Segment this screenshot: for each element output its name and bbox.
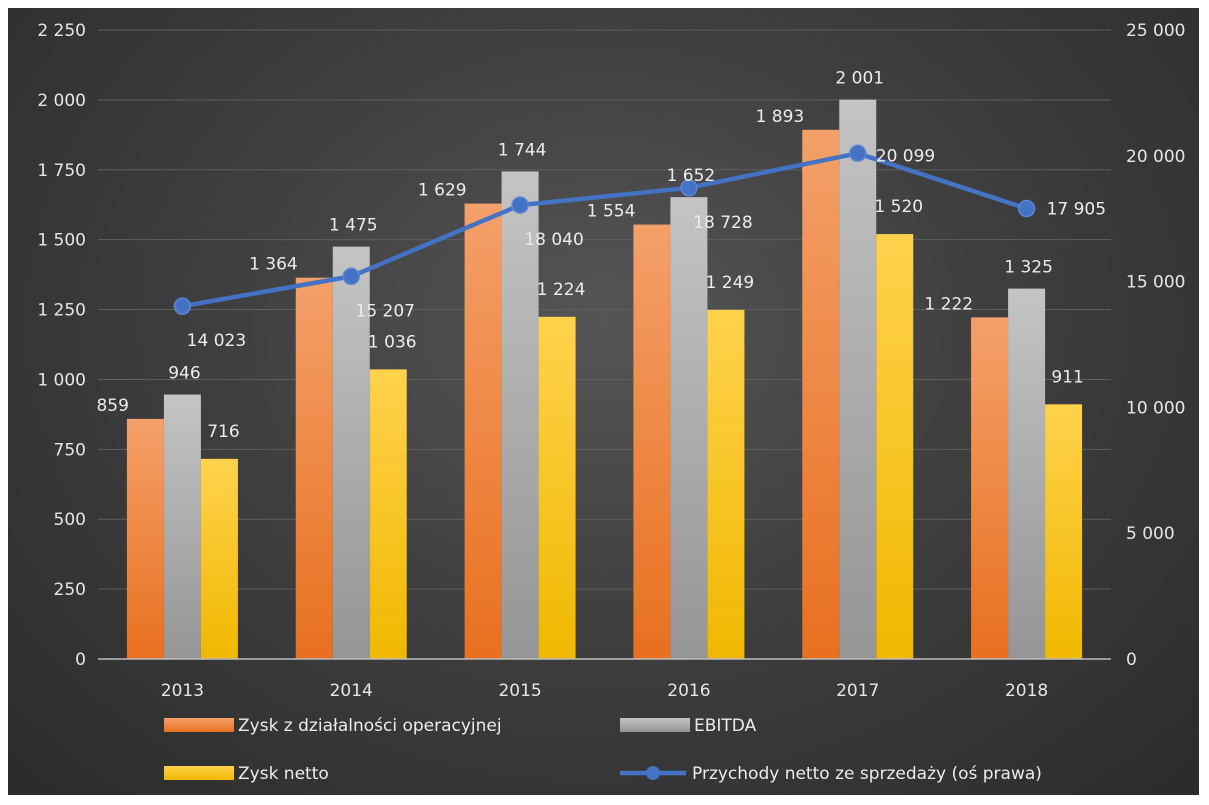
y-right-tick-label: 20 000 <box>1126 147 1185 167</box>
bar-ebitda-2015 <box>501 171 539 659</box>
legend-label: EBITDA <box>694 716 757 736</box>
bar-ebitda-2016 <box>670 197 708 659</box>
data-label: 859 <box>96 396 128 416</box>
legend-label: Zysk z działalności operacyjnej <box>238 716 502 736</box>
bar-ebitda-2014 <box>332 246 370 659</box>
y-left-tick-label: 1 250 <box>37 301 86 321</box>
y-left-tick-label: 1 000 <box>37 370 86 390</box>
legend-label: Przychody netto ze sprzedaży (oś prawa) <box>692 764 1042 784</box>
bar-zysk-z-dzia-alno-ci-operacyjnej-2013 <box>126 418 164 659</box>
bar-zysk-z-dzia-alno-ci-operacyjnej-2016 <box>633 224 671 659</box>
data-label: 1 222 <box>924 294 973 314</box>
y-left-tick-label: 2 250 <box>37 21 86 41</box>
legend-swatch <box>164 718 234 732</box>
y-left-tick-label: 250 <box>54 580 86 600</box>
y-left-tick-label: 2 000 <box>37 91 86 111</box>
legend-item: Zysk z działalności operacyjnej <box>164 716 502 736</box>
data-label: 1 475 <box>329 216 378 236</box>
legend-swatch-marker <box>646 766 660 780</box>
data-label: 1 364 <box>249 255 298 275</box>
y-right-tick-label: 25 000 <box>1126 21 1185 41</box>
bar-zysk-z-dzia-alno-ci-operacyjnej-2015 <box>464 203 502 659</box>
line-point-2015 <box>511 196 529 214</box>
y-right-tick-label: 0 <box>1126 650 1137 670</box>
bar-zysk-z-dzia-alno-ci-operacyjnej-2014 <box>295 277 333 659</box>
line-point-2013 <box>173 297 192 315</box>
x-tick-label: 2013 <box>161 681 204 701</box>
data-label: 911 <box>1051 367 1083 387</box>
line-point-2017 <box>849 144 867 163</box>
legend-item: Przychody netto ze sprzedaży (oś prawa) <box>620 764 1042 784</box>
data-label: 2 001 <box>835 69 884 89</box>
data-label: 18 728 <box>693 213 752 233</box>
bar-zysk-netto-2013 <box>200 458 238 659</box>
x-tick-label: 2017 <box>836 681 879 701</box>
bar-zysk-netto-2014 <box>369 369 407 659</box>
data-label: 20 099 <box>876 146 935 166</box>
data-label: 1 249 <box>706 273 755 293</box>
data-label: 716 <box>207 422 239 442</box>
y-left-tick-label: 0 <box>75 650 86 670</box>
data-label: 1 036 <box>368 332 417 352</box>
bar-zysk-z-dzia-alno-ci-operacyjnej-2017 <box>802 129 840 659</box>
legend-swatch <box>620 718 690 732</box>
data-label: 1 224 <box>537 280 586 300</box>
y-right-tick-label: 15 000 <box>1126 273 1185 293</box>
legend-item: Zysk netto <box>164 764 329 784</box>
bar-zysk-netto-2016 <box>707 309 745 659</box>
legend-swatch <box>164 766 234 780</box>
data-label: 946 <box>168 364 200 384</box>
x-tick-label: 2016 <box>667 681 710 701</box>
data-label: 1 520 <box>874 197 923 217</box>
bar-ebitda-2017 <box>839 99 877 660</box>
bar-zysk-netto-2018 <box>1045 404 1083 659</box>
x-tick-label: 2015 <box>498 681 541 701</box>
data-label: 14 023 <box>187 331 246 351</box>
line-point-2016 <box>680 179 698 197</box>
chart-area: 0 250 500 750 1 000 1 250 1 500 1 750 2 000 2 250… <box>8 8 1199 795</box>
data-label: 15 207 <box>356 301 415 321</box>
line-point-2014 <box>342 267 360 286</box>
y-left-tick-label: 500 <box>54 510 86 530</box>
y-right-tick-label: 10 000 <box>1126 398 1185 418</box>
y-right-tick-label: 5 000 <box>1126 524 1175 544</box>
data-label: 1 554 <box>587 202 636 222</box>
line-point-2018 <box>1017 199 1036 218</box>
bar-ebitda-2018 <box>1008 288 1046 659</box>
y-left-tick-label: 750 <box>54 440 86 460</box>
series-line-przychody <box>180 151 1029 309</box>
data-label: 18 040 <box>524 230 583 250</box>
data-label: 1 325 <box>1004 258 1053 278</box>
y-left-tick-label: 1 750 <box>37 161 86 181</box>
data-label: 1 893 <box>756 107 805 127</box>
bar-ebitda-2013 <box>163 394 201 659</box>
data-label: 17 905 <box>1047 200 1106 220</box>
data-label: 1 652 <box>667 166 716 186</box>
bar-zysk-netto-2017 <box>876 234 914 659</box>
data-label: 1 744 <box>498 140 547 160</box>
y-left-tick-label: 1 500 <box>37 231 86 251</box>
data-label: 1 629 <box>418 181 467 201</box>
legend-item: EBITDA <box>620 716 757 736</box>
bar-zysk-z-dzia-alno-ci-operacyjnej-2018 <box>971 317 1009 659</box>
bar-zysk-netto-2015 <box>538 316 576 659</box>
legend-label: Zysk netto <box>238 764 329 784</box>
combo-chart: 0 250 500 750 1 000 1 250 1 500 1 750 2 000 2 250… <box>37 21 1185 784</box>
x-tick-label: 2018 <box>1005 681 1048 701</box>
x-tick-label: 2014 <box>330 681 373 701</box>
